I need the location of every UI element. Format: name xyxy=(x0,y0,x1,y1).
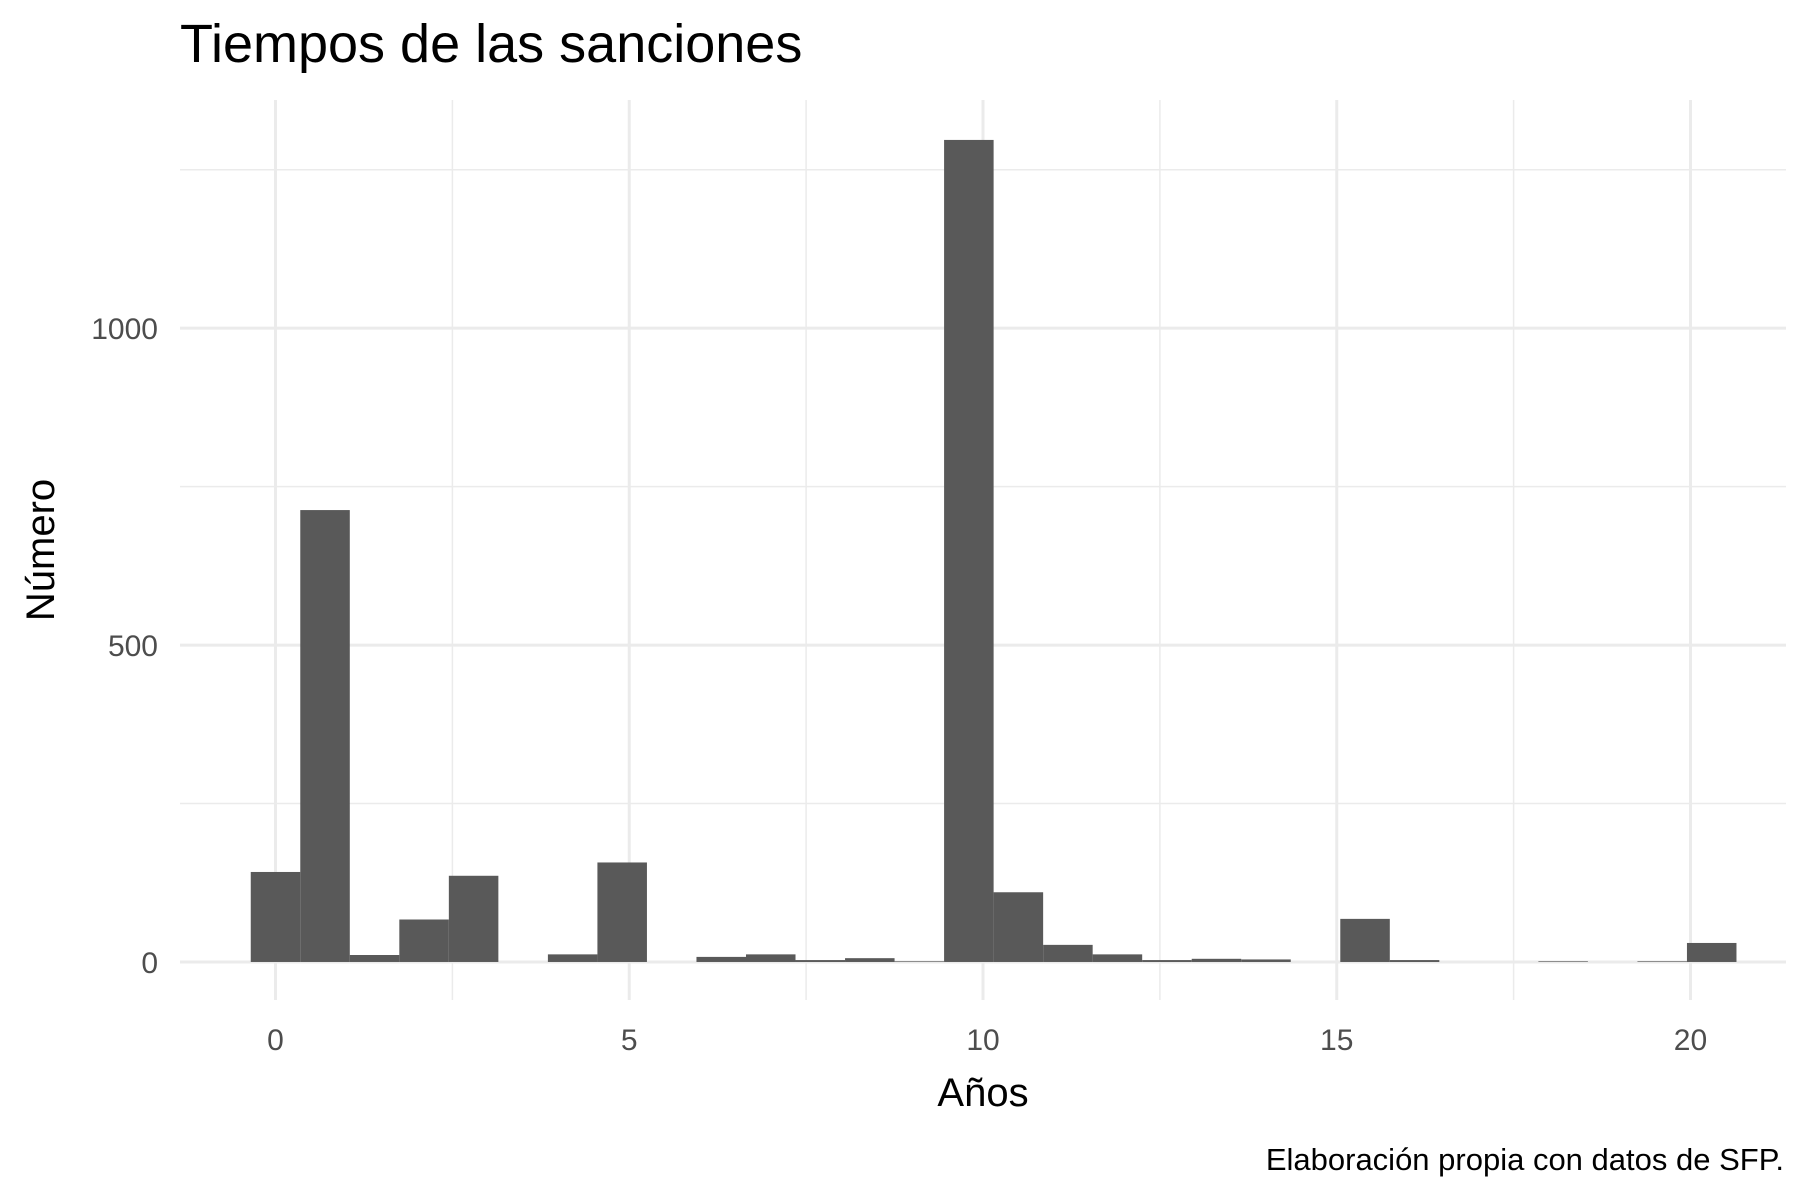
x-tick-label-0: 0 xyxy=(267,1024,284,1057)
histogram-bar-10 xyxy=(745,954,796,962)
chart-title: Tiempos de las sanciones xyxy=(180,14,802,74)
histogram-bar-17 xyxy=(1092,954,1143,962)
histogram-bar-26 xyxy=(1538,961,1588,962)
y-tick-label-0: 0 xyxy=(141,947,158,980)
histogram-bar-4 xyxy=(448,875,499,962)
histogram-bar-7 xyxy=(597,862,647,962)
histogram-bar-29 xyxy=(1686,942,1737,962)
histogram-bar-6 xyxy=(547,954,598,962)
histogram-bar-14 xyxy=(944,139,994,962)
y-tick-label-2: 1000 xyxy=(91,313,158,346)
histogram-bar-1 xyxy=(300,510,350,962)
histogram-bar-23 xyxy=(1389,960,1440,962)
histogram-bar-28 xyxy=(1637,961,1687,962)
histogram-bar-22 xyxy=(1340,918,1390,962)
histogram-bar-12 xyxy=(845,958,895,962)
histogram-bar-15 xyxy=(993,892,1044,962)
chart-caption: Elaboración propia con datos de SFP. xyxy=(1266,1142,1784,1177)
histogram-bar-3 xyxy=(399,919,449,962)
x-axis-title: Años xyxy=(937,1071,1028,1115)
x-tick-label-3: 15 xyxy=(1320,1024,1353,1057)
x-tick-label-2: 10 xyxy=(966,1024,999,1057)
histogram-bar-0 xyxy=(250,871,301,962)
histogram-bar-16 xyxy=(1043,944,1093,962)
y-tick-label-1: 500 xyxy=(108,630,158,663)
tick-labels: 0 5 10 15 20 0 500 1000 xyxy=(91,313,1707,1057)
histogram-bar-11 xyxy=(795,960,846,962)
histogram-bar-18 xyxy=(1142,960,1192,962)
x-tick-label-4: 20 xyxy=(1674,1024,1707,1057)
histogram-bar-19 xyxy=(1191,958,1242,962)
y-axis-title: Número xyxy=(19,479,63,621)
histogram-bar-9 xyxy=(696,956,746,962)
histogram-bar-2 xyxy=(349,955,400,962)
bars xyxy=(250,139,1737,962)
x-tick-label-1: 5 xyxy=(621,1024,638,1057)
histogram-bar-20 xyxy=(1241,959,1291,962)
histogram-bar-13 xyxy=(894,961,945,962)
